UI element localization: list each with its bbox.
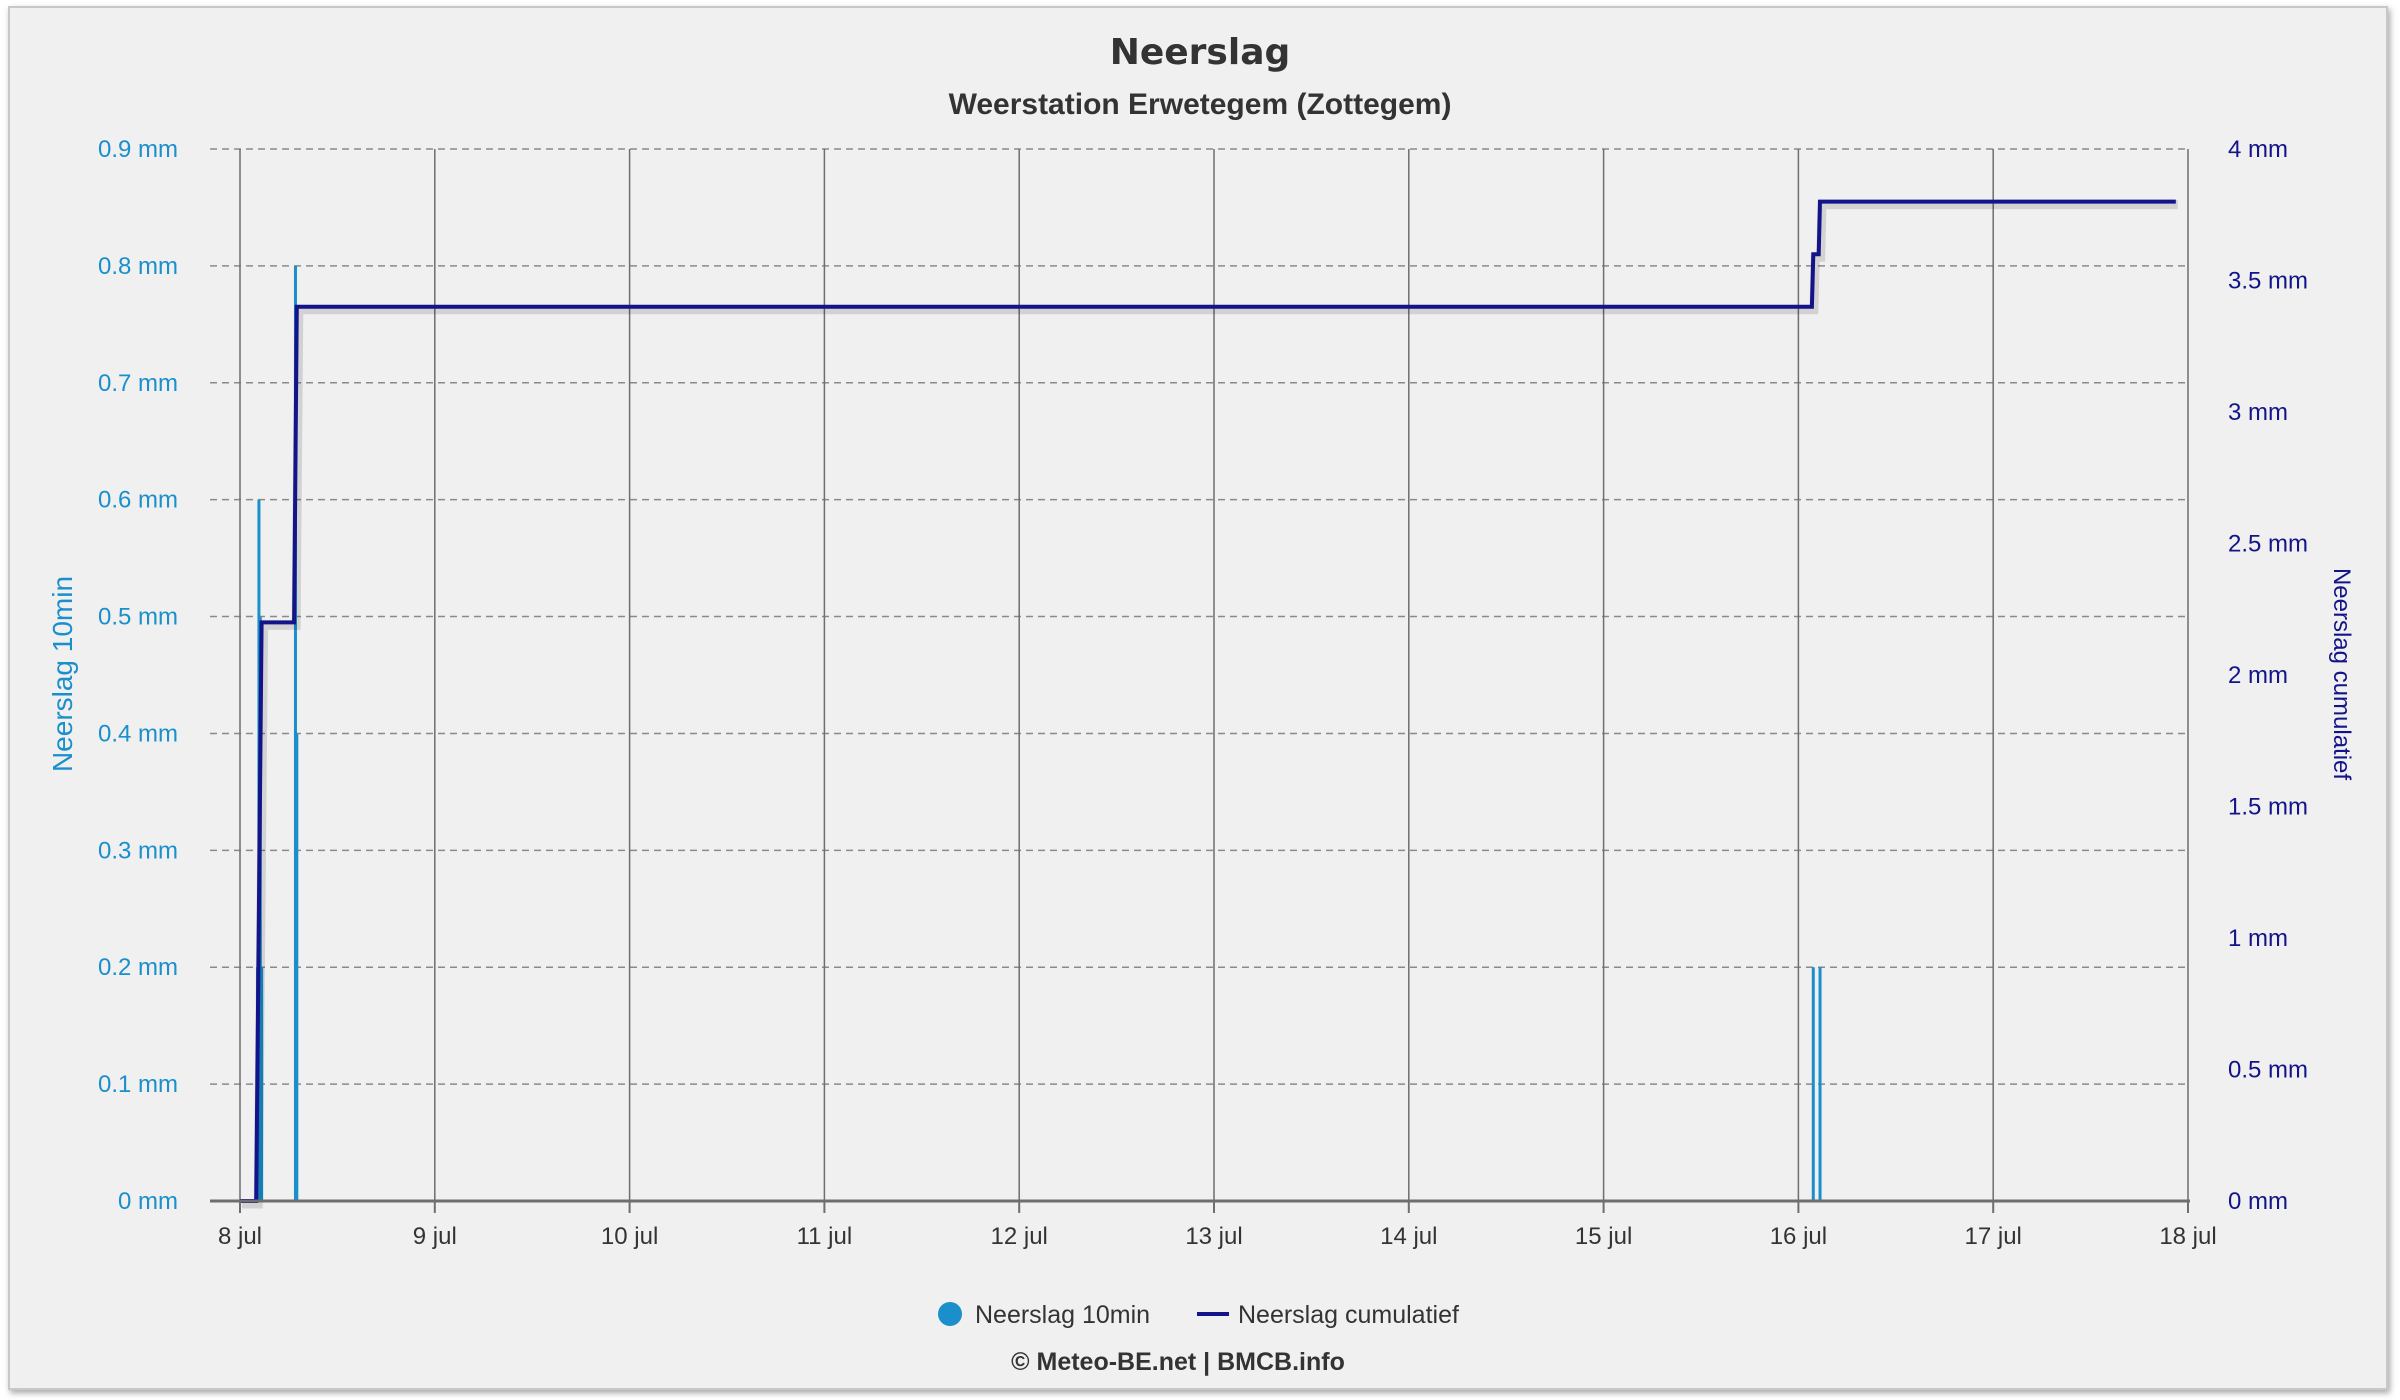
- y-right-tick-label: 4 mm: [2228, 136, 2288, 163]
- y-left-tick-label: 0.7 mm: [98, 370, 178, 397]
- bar[interactable]: [295, 733, 299, 1201]
- x-tick-label: 11 jul: [797, 1223, 853, 1250]
- y-left-tick-label: 0.1 mm: [98, 1071, 178, 1098]
- bar[interactable]: [260, 967, 264, 1201]
- legend-item-neerslag-10min[interactable]: Neerslag 10min: [938, 1301, 1150, 1329]
- y-left-tick-label: 0.9 mm: [98, 136, 178, 163]
- y-right-tick-label: 0.5 mm: [2228, 1057, 2308, 1084]
- x-tick-label: 14 jul: [1380, 1223, 1437, 1250]
- x-tick-label: 12 jul: [991, 1223, 1048, 1250]
- y-right-tick-label: 3.5 mm: [2228, 268, 2308, 295]
- legend-label-bar: Neerslag 10min: [975, 1301, 1150, 1329]
- y-left-tick-label: 0.3 mm: [98, 837, 178, 864]
- chart-title: Neerslag: [1110, 32, 1291, 73]
- y-right-tick-label: 2.5 mm: [2228, 531, 2308, 558]
- series-line-shadow: [242, 200, 2178, 1209]
- y-left-tick-label: 0.4 mm: [98, 720, 178, 747]
- legend-marker-circle-icon: [938, 1302, 962, 1326]
- y-right-tick-label: 3 mm: [2228, 399, 2288, 426]
- x-tick-label: 10 jul: [601, 1223, 658, 1250]
- credit-text: © Meteo-BE.net | BMCB.info: [1011, 1348, 1345, 1376]
- y-left-tick-label: 0.2 mm: [98, 954, 178, 981]
- chart-frame: [8, 6, 2388, 1390]
- y-axis-left-title: Neerslag 10min: [47, 576, 78, 772]
- x-tick-label: 18 jul: [2159, 1223, 2216, 1250]
- bar[interactable]: [1818, 967, 1822, 1201]
- x-tick-label: 16 jul: [1770, 1223, 1827, 1250]
- legend-item-neerslag-cumulatief[interactable]: Neerslag cumulatief: [1197, 1301, 1459, 1329]
- y-left-tick-label: 0.6 mm: [98, 487, 178, 514]
- y-right-tick-label: 1 mm: [2228, 925, 2288, 952]
- legend[interactable]: Neerslag 10min Neerslag cumulatief: [938, 1301, 1459, 1329]
- legend-label-line: Neerslag cumulatief: [1238, 1301, 1459, 1329]
- grid: [210, 148, 2190, 1201]
- y-left-tick-label: 0.8 mm: [98, 253, 178, 280]
- x-tick-label: 8 jul: [218, 1223, 262, 1250]
- y-left-tick-label: 0 mm: [118, 1188, 178, 1215]
- x-tick-label: 17 jul: [1965, 1223, 2022, 1250]
- x-tick-label: 13 jul: [1185, 1223, 1242, 1250]
- bar[interactable]: [1811, 967, 1815, 1201]
- y-axis-right-title: Neerslag cumulatief: [2328, 568, 2355, 780]
- x-tick-label: 15 jul: [1575, 1223, 1632, 1250]
- line-series-neerslag-cumulatief: [240, 199, 2178, 1209]
- y-left-tick-label: 0.5 mm: [98, 604, 178, 631]
- y-right-tick-label: 0 mm: [2228, 1188, 2288, 1215]
- chart-subtitle: Weerstation Erwetegem (Zottegem): [949, 88, 1452, 121]
- axes: 0 mm 0.1 mm 0.2 mm 0.3 mm 0.4 mm 0.5 mm 0.6 mm…: [98, 136, 2308, 1250]
- series-line[interactable]: [240, 199, 2176, 1203]
- x-tick-label: 9 jul: [413, 1223, 457, 1250]
- y-right-tick-label: 2 mm: [2228, 662, 2288, 689]
- y-right-tick-label: 1.5 mm: [2228, 794, 2308, 821]
